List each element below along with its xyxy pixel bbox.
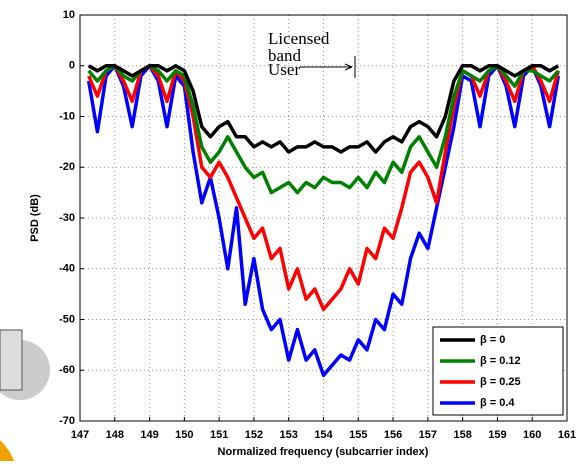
- x-tick-label: 148: [106, 429, 124, 441]
- x-tick-label: 158: [453, 429, 471, 441]
- decoration: [0, 329, 50, 461]
- y-tick-label: -20: [59, 161, 75, 173]
- legend-label: β = 0: [480, 334, 505, 346]
- data-line: [86, 64, 561, 378]
- y-tick-label: -40: [59, 263, 75, 275]
- x-tick-label: 150: [175, 429, 193, 441]
- x-tick-label: 159: [488, 429, 506, 441]
- legend-label: β = 0.4: [480, 397, 515, 409]
- legend-label: β = 0.25: [480, 376, 521, 388]
- x-tick-label: 156: [384, 429, 402, 441]
- x-tick-label: 157: [419, 429, 437, 441]
- data-line: [87, 64, 560, 195]
- y-tick-label: 0: [69, 60, 75, 72]
- annotation: User: [268, 60, 300, 79]
- x-tick-label: 161: [558, 429, 576, 441]
- x-axis-label: Normalized frequency (subcarrier index): [218, 446, 429, 458]
- x-tick-label: 151: [210, 429, 228, 441]
- x-tick-label: 154: [314, 429, 333, 441]
- y-tick-label: -30: [59, 212, 75, 224]
- y-tick-label: -50: [59, 313, 75, 325]
- legend-box: [432, 326, 564, 416]
- data-line: [87, 64, 560, 312]
- y-tick-label: 10: [63, 9, 75, 21]
- x-tick-label: 153: [280, 429, 298, 441]
- y-tick-label: -10: [59, 110, 75, 122]
- plot-frame: [79, 14, 568, 422]
- x-tick-label: 152: [245, 429, 263, 441]
- x-tick-label: 155: [349, 429, 367, 441]
- arrow-head: [344, 63, 353, 71]
- annotation: band: [268, 46, 302, 65]
- y-tick-label: -70: [59, 415, 75, 427]
- annotation: Licensed: [268, 29, 330, 48]
- legend-label: β = 0.12: [480, 355, 521, 367]
- x-tick-label: 149: [140, 429, 158, 441]
- data-line: [87, 64, 560, 154]
- y-tick-label: -60: [59, 364, 75, 376]
- x-tick-label: 160: [523, 429, 541, 441]
- x-tick-label: 147: [71, 429, 89, 441]
- y-axis-label: PSD (dB): [29, 194, 41, 242]
